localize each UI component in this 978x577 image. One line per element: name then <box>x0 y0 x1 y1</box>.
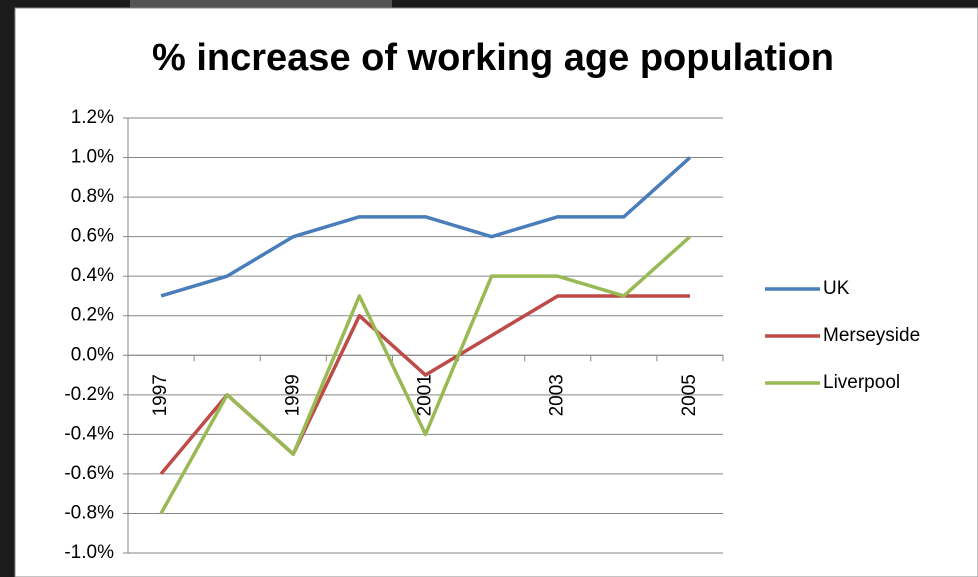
y-tick-label: -0.2% <box>64 384 114 405</box>
y-tick-label: 0.8% <box>71 186 114 207</box>
y-tick-label: 0.0% <box>71 344 114 365</box>
y-tick-label: 0.4% <box>71 265 114 286</box>
page: % increase of working age population 1.2… <box>0 0 978 577</box>
y-tick-label: 1.0% <box>71 147 114 168</box>
y-tick-label: -1.0% <box>64 542 114 563</box>
y-tick-label: -0.4% <box>64 423 114 444</box>
x-tick-label: 2003 <box>547 374 568 416</box>
x-tick-label: 1999 <box>282 374 303 416</box>
legend-label: UK <box>823 278 850 299</box>
x-tick-label: 2005 <box>679 374 700 416</box>
x-tick-label: 1997 <box>150 374 171 416</box>
y-tick-label: 0.6% <box>71 226 114 247</box>
legend-label: Merseyside <box>823 325 920 346</box>
chart: % increase of working age population 1.2… <box>0 0 978 577</box>
legend-label: Liverpool <box>823 372 900 393</box>
y-tick-label: 0.2% <box>71 305 114 326</box>
photo-edge <box>130 0 392 8</box>
x-tick-label: 2001 <box>415 374 436 416</box>
y-tick-label: -0.6% <box>64 463 114 484</box>
y-tick-label: 1.2% <box>71 107 114 128</box>
y-tick-label: -0.8% <box>64 502 114 523</box>
chart-title: % increase of working age population <box>152 37 834 79</box>
